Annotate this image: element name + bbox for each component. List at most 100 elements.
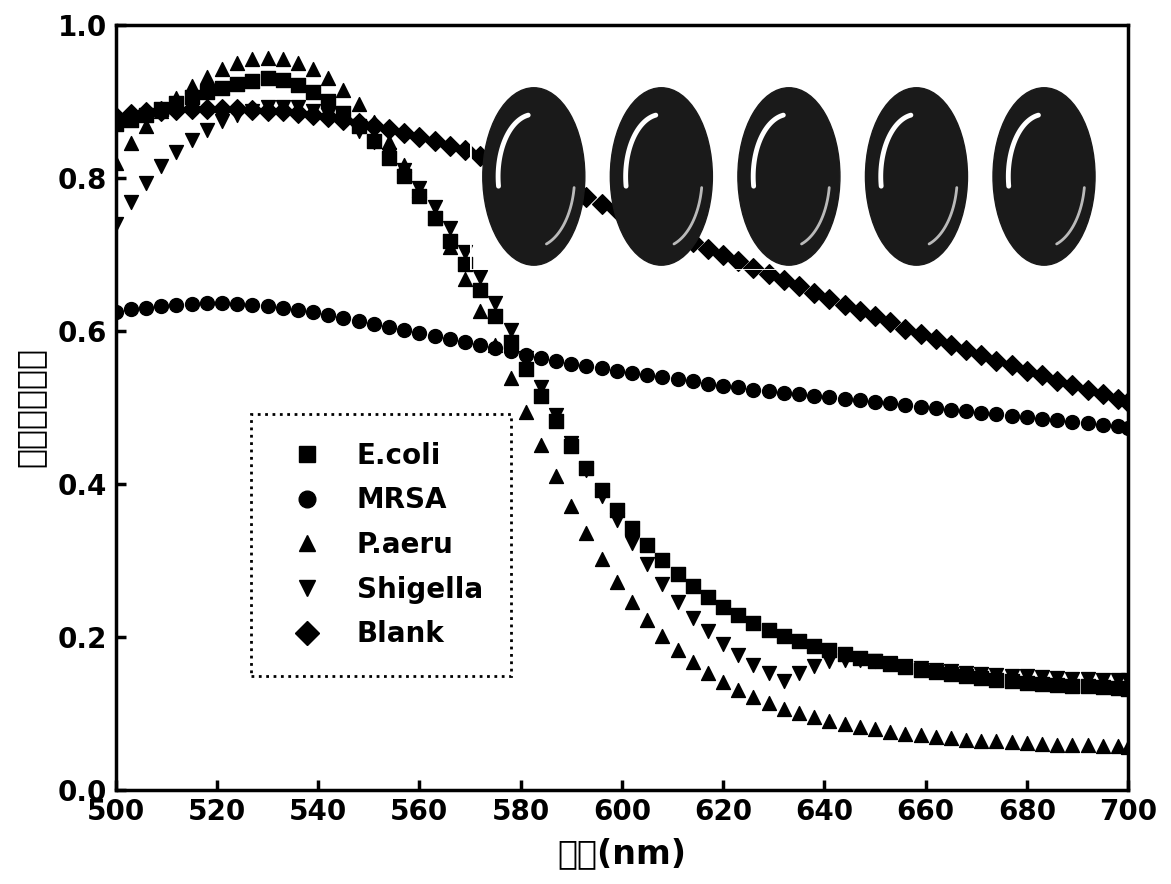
MRSA [379, 320, 398, 334]
MRSA [623, 366, 642, 380]
Shigella [107, 217, 125, 231]
Blank [972, 348, 991, 362]
Blank [486, 154, 505, 168]
Shigella [137, 176, 156, 190]
MRSA [1002, 408, 1021, 423]
P.aeru [244, 52, 262, 66]
MRSA [608, 363, 626, 377]
Blank [319, 110, 337, 125]
P.aeru [789, 706, 808, 720]
Blank [684, 235, 703, 249]
Blank [1048, 373, 1067, 387]
E.coli [364, 134, 383, 149]
E.coli [334, 106, 352, 120]
MRSA [1048, 413, 1067, 427]
Blank [623, 209, 642, 223]
P.aeru [228, 56, 247, 70]
Shigella [303, 103, 322, 118]
MRSA [744, 383, 762, 397]
P.aeru [183, 79, 201, 93]
Blank [1109, 392, 1128, 406]
MRSA [896, 398, 915, 412]
Blank [881, 316, 899, 330]
MRSA [273, 301, 292, 315]
Blank [334, 112, 352, 126]
Blank [638, 216, 657, 230]
MRSA [684, 374, 703, 388]
E.coli [804, 639, 823, 653]
P.aeru [1018, 736, 1036, 751]
P.aeru [941, 731, 960, 745]
P.aeru [334, 83, 352, 97]
P.aeru [1109, 739, 1128, 753]
E.coli [911, 662, 930, 676]
Blank [669, 229, 687, 243]
MRSA [699, 377, 718, 391]
P.aeru [653, 629, 672, 643]
Shigella [198, 123, 217, 137]
Shigella [957, 666, 975, 680]
MRSA [1033, 412, 1052, 426]
MRSA [835, 392, 854, 406]
E.coli [410, 189, 429, 203]
MRSA [107, 305, 125, 319]
E.coli [167, 95, 186, 110]
Shigella [532, 379, 550, 393]
MRSA [198, 296, 217, 310]
Blank [273, 104, 292, 118]
P.aeru [440, 240, 459, 255]
Shigella [911, 661, 930, 675]
Blank [941, 338, 960, 352]
MRSA [728, 380, 747, 394]
E.coli [319, 95, 337, 109]
Shigella [167, 145, 186, 159]
MRSA [486, 341, 505, 355]
Blank [926, 332, 945, 347]
MRSA [1018, 410, 1036, 424]
Blank [714, 248, 733, 263]
P.aeru [364, 115, 383, 129]
P.aeru [213, 62, 232, 76]
E.coli [987, 673, 1006, 687]
Y-axis label: 归一化吸光度: 归一化吸光度 [14, 347, 47, 468]
P.aeru [865, 722, 884, 736]
Blank [303, 108, 322, 122]
MRSA [714, 378, 733, 392]
Blank [593, 197, 611, 211]
P.aeru [804, 710, 823, 724]
Shigella [804, 659, 823, 673]
Shigella [714, 637, 733, 652]
MRSA [501, 345, 520, 359]
Shigella [547, 408, 566, 422]
MRSA [258, 300, 276, 314]
MRSA [941, 402, 960, 416]
MRSA [881, 396, 899, 410]
Blank [183, 102, 201, 116]
MRSA [228, 297, 247, 311]
Blank [1033, 368, 1052, 382]
P.aeru [319, 72, 337, 86]
Blank [820, 292, 838, 306]
Shigella [1078, 672, 1097, 686]
P.aeru [486, 338, 505, 352]
P.aeru [1002, 735, 1021, 750]
P.aeru [896, 727, 915, 741]
P.aeru [850, 720, 869, 734]
Shigella [881, 657, 899, 671]
E.coli [577, 461, 596, 476]
P.aeru [410, 183, 429, 197]
Shigella [865, 654, 884, 668]
Shigella [410, 180, 429, 194]
Blank [911, 327, 930, 341]
Shigella [334, 115, 352, 129]
Shigella [638, 557, 657, 571]
Shigella [896, 659, 915, 673]
E.coli [669, 567, 687, 581]
Shigella [850, 652, 869, 667]
Blank [835, 298, 854, 312]
Shigella [395, 164, 413, 178]
Blank [804, 286, 823, 300]
P.aeru [820, 713, 838, 728]
Shigella [152, 159, 171, 173]
Shigella [501, 323, 520, 337]
